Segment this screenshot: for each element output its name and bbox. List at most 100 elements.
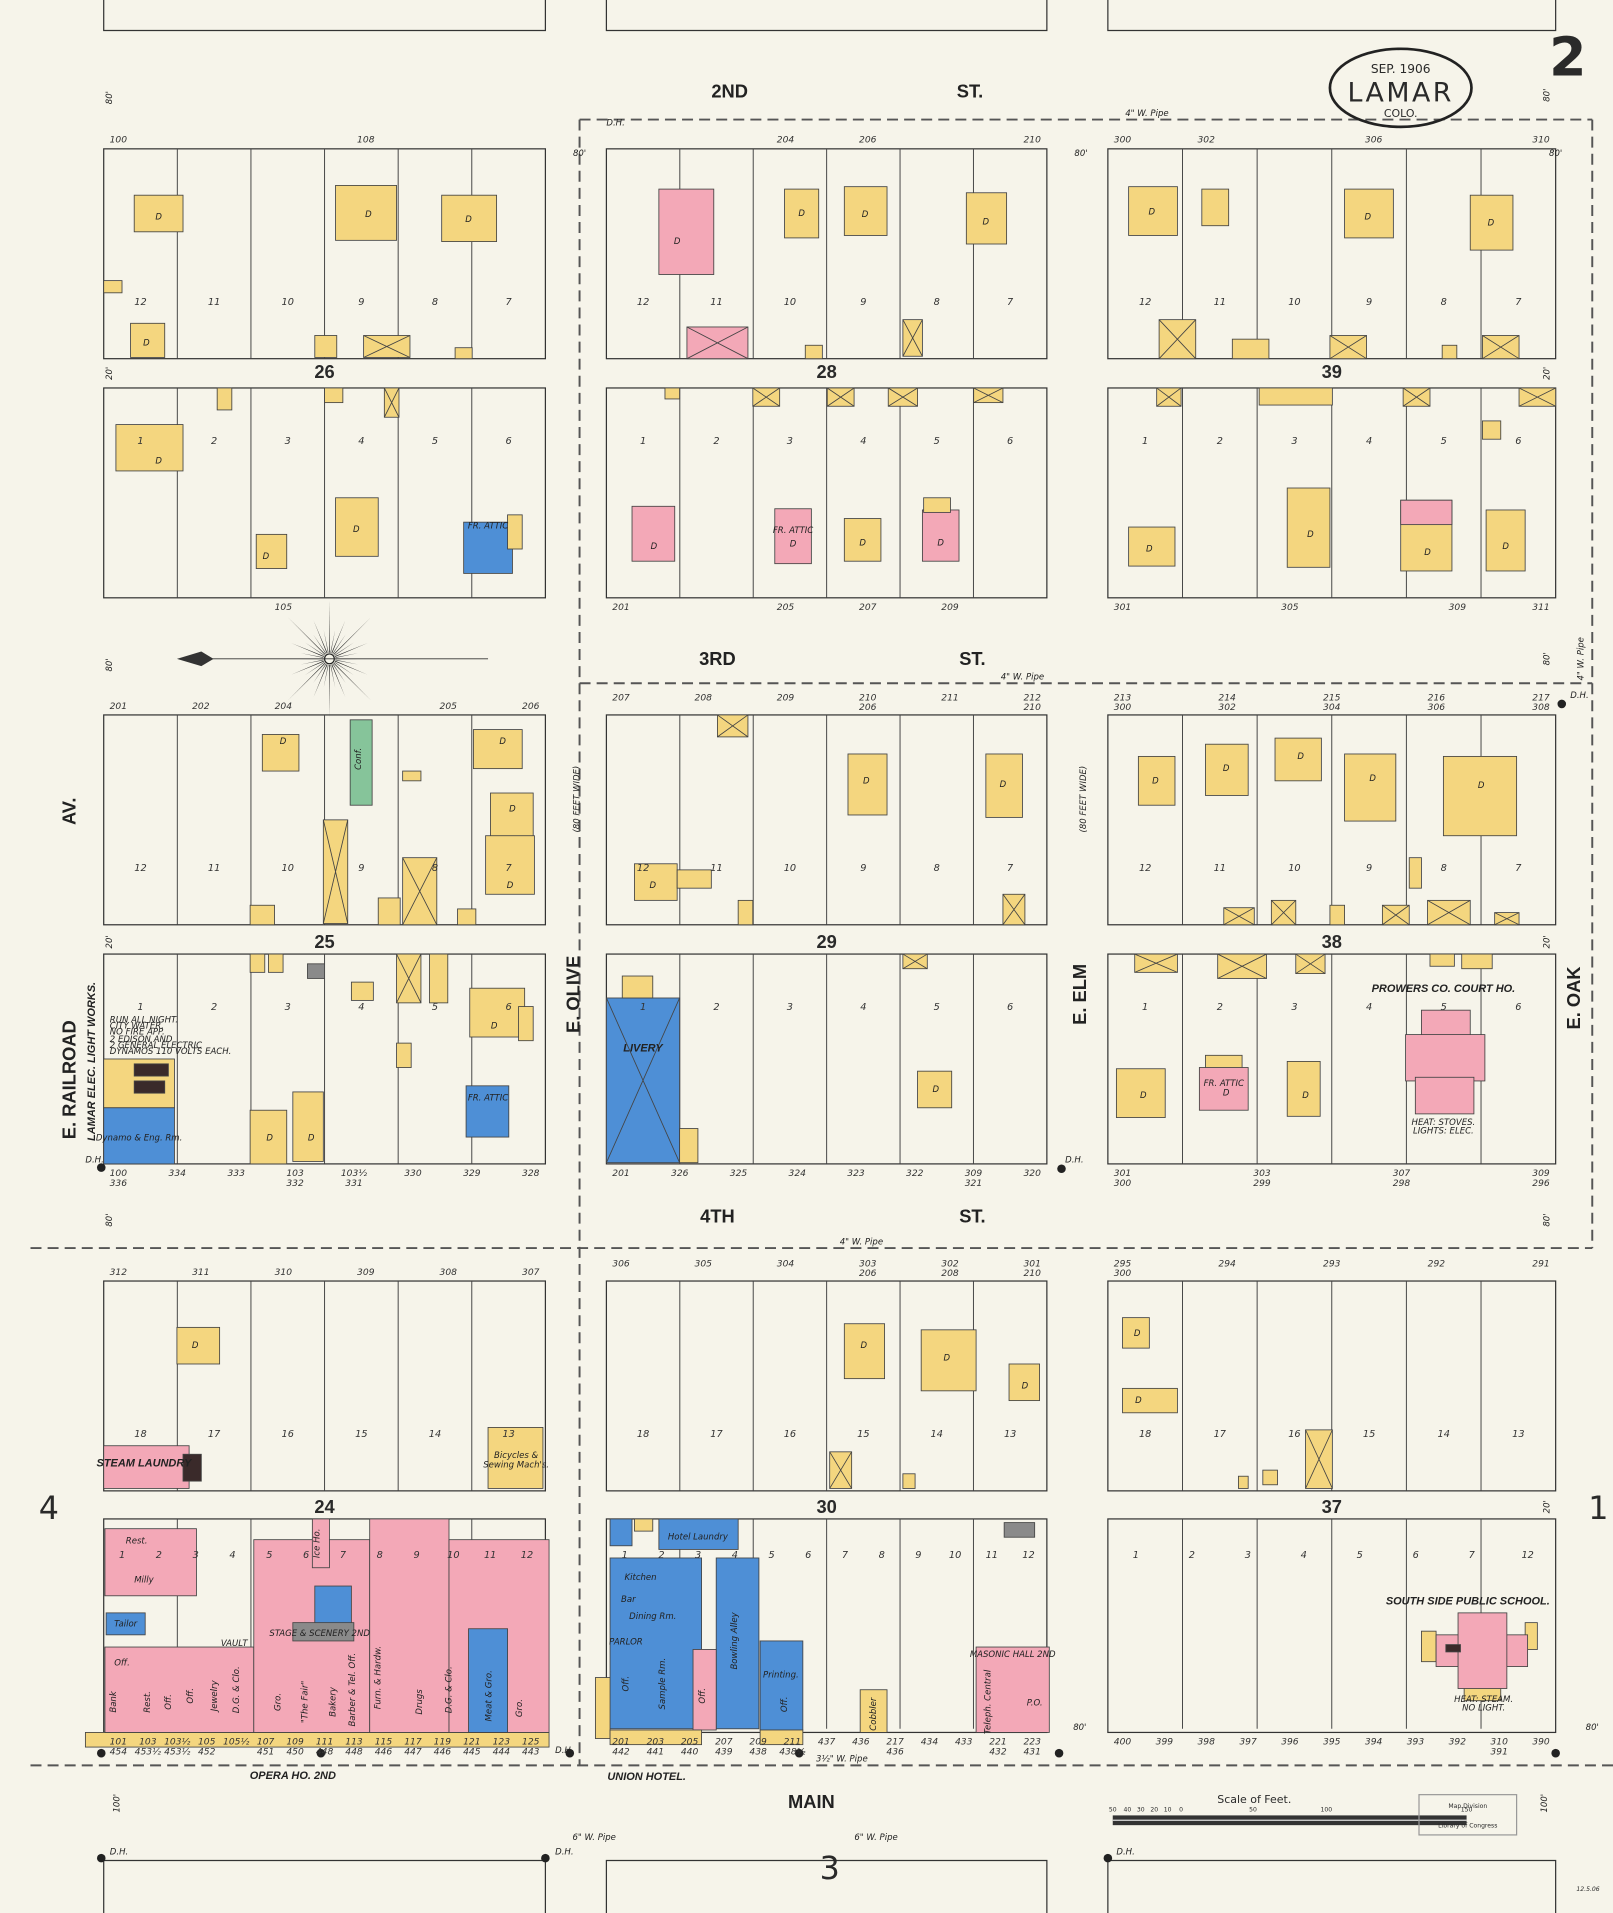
address-number: 201: [612, 1738, 629, 1748]
lot-number: 3: [1245, 1550, 1251, 1561]
shed-cross-mark: [1217, 953, 1267, 979]
address-number: 393: [1407, 1738, 1425, 1748]
lot-number: 6: [1007, 1002, 1013, 1013]
map-label: 4" W. Pipe: [1577, 637, 1587, 680]
frame-building: [1344, 188, 1394, 239]
map-label: 4" W. Pipe: [1125, 109, 1168, 119]
stamp-line1: Map Division: [1448, 1803, 1487, 1810]
address-number: 213: [1114, 693, 1132, 703]
address-number: 431: [1023, 1747, 1040, 1757]
frame-building: [485, 835, 535, 895]
address-number: 108: [357, 136, 375, 146]
shed-cross-mark: [1271, 900, 1297, 926]
frame-building: [472, 729, 523, 770]
dwelling-mark: D: [1223, 1089, 1230, 1099]
adjoining-sheet-east[interactable]: 1: [1588, 1491, 1608, 1527]
compass-ray: [329, 664, 330, 718]
shed-cross-mark: [829, 1451, 853, 1489]
frame-building: [457, 908, 477, 926]
lot-number: 2: [1189, 1550, 1195, 1561]
frame-building: [843, 1323, 886, 1380]
address-number: 201: [612, 1169, 629, 1179]
shed-cross-mark: [1382, 904, 1410, 926]
lot-number: 2: [156, 1550, 162, 1561]
lot-number: 8: [432, 297, 438, 308]
lot-number: 13: [1004, 1429, 1016, 1440]
frame-building: [487, 1427, 544, 1489]
frame-building: [634, 863, 678, 901]
map-label: Kitchen: [625, 1573, 657, 1583]
frame-building: [1128, 186, 1178, 236]
sheet-number: 2: [1549, 26, 1586, 89]
compass-ray: [323, 664, 329, 688]
partial-block: [103, 0, 547, 32]
shed-cross-mark: [1002, 894, 1026, 926]
address-number: 208: [941, 1269, 959, 1279]
brick-building: [658, 188, 715, 275]
map-label: Rest.: [143, 1691, 153, 1713]
lot-number: 10: [282, 863, 294, 874]
address-number: 432: [989, 1747, 1007, 1757]
block-number: 37: [1322, 1496, 1342, 1517]
compass-ray: [335, 659, 359, 665]
address-number: 453½: [135, 1747, 161, 1757]
shed-cross-mark: [322, 819, 349, 924]
map-label: 80': [1543, 1213, 1553, 1226]
lot-number: 13: [1512, 1429, 1524, 1440]
dwelling-mark: D: [308, 1134, 315, 1144]
map-label: FR. ATTIC: [468, 521, 508, 531]
map-label: Bicycles &: [494, 1451, 538, 1461]
frame-building: [402, 770, 422, 782]
partial-block: [103, 1859, 547, 1913]
frame-building: [441, 194, 498, 242]
map-label: SOUTH SIDE PUBLIC SCHOOL.: [1386, 1595, 1550, 1607]
address-number: 437: [818, 1738, 836, 1748]
address-number: 207: [612, 693, 630, 703]
address-number: 206: [859, 136, 877, 146]
address-number: 302: [1197, 136, 1215, 146]
frame-building: [923, 497, 951, 513]
frame-building: [518, 1006, 534, 1042]
lot-number: 15: [857, 1429, 869, 1440]
address-number: 394: [1365, 1738, 1383, 1748]
address-number: 100: [110, 1169, 128, 1179]
map-label: VAULT: [221, 1639, 249, 1649]
dwelling-mark: D: [649, 881, 656, 891]
address-number: 448: [316, 1747, 334, 1757]
frame-building: [377, 897, 401, 926]
map-label: Furn. & Hardw.: [374, 1646, 384, 1709]
lot-number: 10: [949, 1550, 961, 1561]
address-number: 328: [522, 1169, 540, 1179]
lot-number: 1: [1142, 436, 1148, 447]
fire-hydrant-icon: [541, 1853, 550, 1863]
address-number: 103½: [164, 1738, 190, 1748]
frame-building: [1231, 338, 1270, 360]
lot-number: 3: [1291, 1002, 1297, 1013]
map-label: Tailor: [114, 1619, 138, 1629]
address-number: 433: [955, 1738, 973, 1748]
partial-block: [1107, 0, 1557, 32]
partial-block: [605, 0, 1048, 32]
address-number: 301: [1023, 1259, 1040, 1269]
map-label: 20': [105, 935, 115, 948]
adjoining-sheet-south[interactable]: 3: [820, 1851, 840, 1887]
address-number: 398: [1197, 1738, 1215, 1748]
map-label: Sewing Mach's.: [483, 1461, 549, 1471]
compass-ray: [300, 659, 324, 665]
address-number: 447: [404, 1747, 422, 1757]
address-number: 211: [784, 1738, 801, 1748]
water-pipe-lines: [30, 118, 1613, 1767]
map-label: Gro.: [274, 1693, 284, 1711]
frame-building: [249, 1109, 288, 1165]
dwelling-mark: D: [1140, 1091, 1147, 1101]
address-number: 100: [110, 136, 128, 146]
lot-number: 7: [505, 297, 512, 308]
adjoining-sheet-west[interactable]: 4: [39, 1491, 59, 1527]
frame-building: [1274, 737, 1322, 782]
compass-ray: [332, 634, 346, 654]
map-label: PARLOR: [609, 1638, 643, 1648]
frame-building: [454, 347, 473, 360]
dwelling-mark: D: [1424, 548, 1431, 558]
shed-cross-mark: [1295, 953, 1326, 974]
lot-number: 7: [1007, 297, 1014, 308]
